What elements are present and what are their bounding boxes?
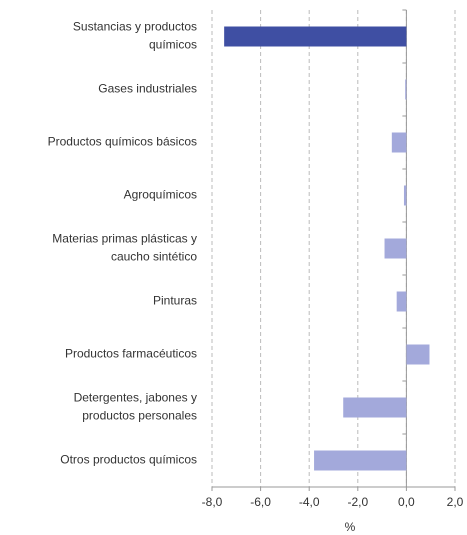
y-tick-label: Productos químicos básicos xyxy=(48,135,197,149)
bar xyxy=(343,397,407,418)
bar xyxy=(384,238,407,259)
bar xyxy=(396,291,407,312)
bar xyxy=(314,450,407,471)
y-tick-label: Productos farmacéuticos xyxy=(65,347,197,361)
y-tick-label: Sustancias y productos xyxy=(73,20,197,34)
y-tick-label: Gases industriales xyxy=(98,82,197,96)
x-tick-label: -2,0 xyxy=(347,495,368,509)
y-tick-label: caucho sintético xyxy=(111,250,197,264)
bar xyxy=(391,132,407,153)
bar xyxy=(403,185,407,206)
y-tick-label: Detergentes, jabones y xyxy=(74,391,197,405)
x-tick-label: -4,0 xyxy=(299,495,320,509)
bar xyxy=(224,26,407,47)
y-tick-label: productos personales xyxy=(82,409,197,423)
y-tick-label: Agroquímicos xyxy=(124,188,197,202)
x-tick-label: 2,0 xyxy=(447,495,464,509)
bar xyxy=(405,79,407,100)
y-tick-label: Pinturas xyxy=(153,294,197,308)
x-tick-label: 0,0 xyxy=(398,495,415,509)
bar xyxy=(406,344,430,365)
y-tick-label: Materias primas plásticas y xyxy=(52,232,197,246)
x-tick-label: -6,0 xyxy=(250,495,271,509)
x-axis-label: % xyxy=(345,520,356,534)
y-tick-label: Otros productos químicos xyxy=(60,453,197,467)
x-tick-label: -8,0 xyxy=(202,495,223,509)
y-tick-label: químicos xyxy=(149,38,197,52)
